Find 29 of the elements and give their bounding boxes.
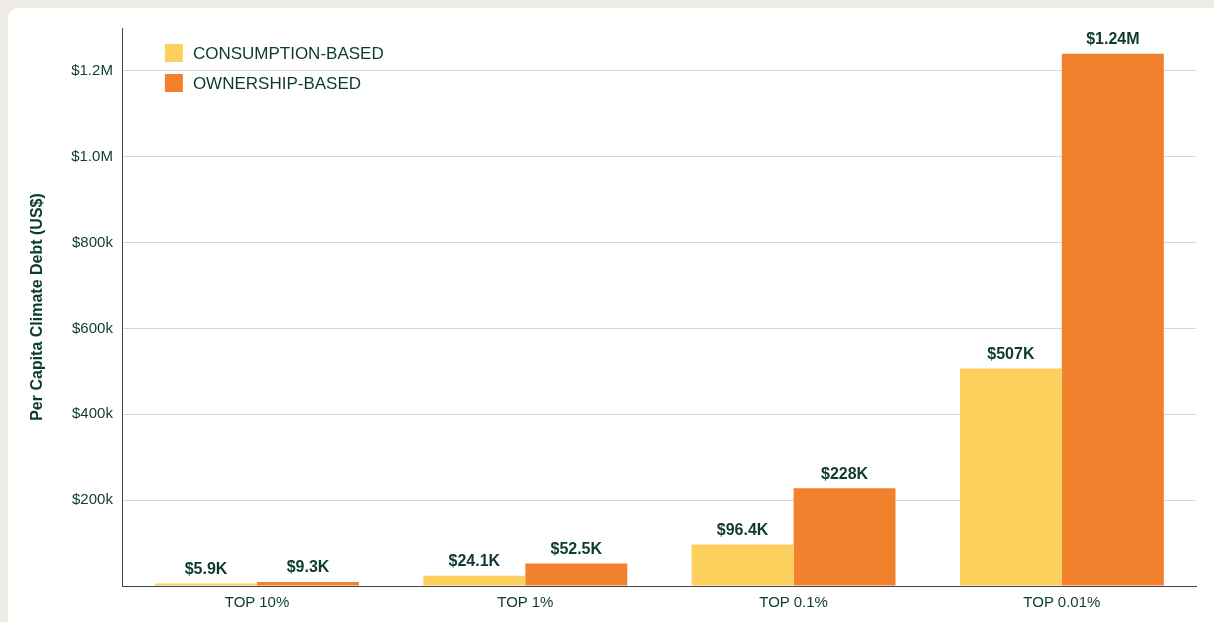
y-tick-label: $800k — [72, 232, 114, 250]
bar — [793, 488, 896, 586]
bar — [155, 583, 258, 586]
bar — [1061, 53, 1164, 586]
bar — [423, 575, 526, 586]
legend-label: OWNERSHIP-BASED — [192, 73, 362, 93]
data-label: $24.1K — [448, 552, 501, 570]
x-tick-label: TOP 0.01% — [1023, 593, 1101, 611]
y-axis-title: Per Capita Climate Debt (US$) — [28, 193, 46, 421]
data-label: $9.3K — [286, 558, 330, 576]
data-label: $507K — [987, 344, 1035, 362]
data-label: $1.24M — [1086, 30, 1140, 48]
bar — [691, 544, 794, 586]
y-tick-label: $1.0M — [71, 146, 113, 164]
data-label: $96.4K — [716, 521, 769, 539]
x-tick-label: TOP 1% — [497, 593, 554, 611]
data-label: $228K — [820, 464, 869, 482]
x-tick-label: TOP 0.1% — [759, 593, 828, 611]
legend-label: CONSUMPTION-BASED — [192, 43, 384, 63]
bar — [525, 563, 628, 586]
data-label: $5.9K — [184, 559, 228, 577]
y-tick-label: $1.2M — [71, 61, 113, 79]
x-tick-label: TOP 10% — [224, 593, 290, 611]
bar — [257, 582, 359, 586]
data-label: $52.5K — [550, 539, 603, 557]
bar — [959, 368, 1062, 586]
y-tick-label: $200k — [72, 490, 114, 508]
y-tick-label: $600k — [72, 318, 114, 336]
y-tick-label: $400k — [72, 404, 114, 422]
